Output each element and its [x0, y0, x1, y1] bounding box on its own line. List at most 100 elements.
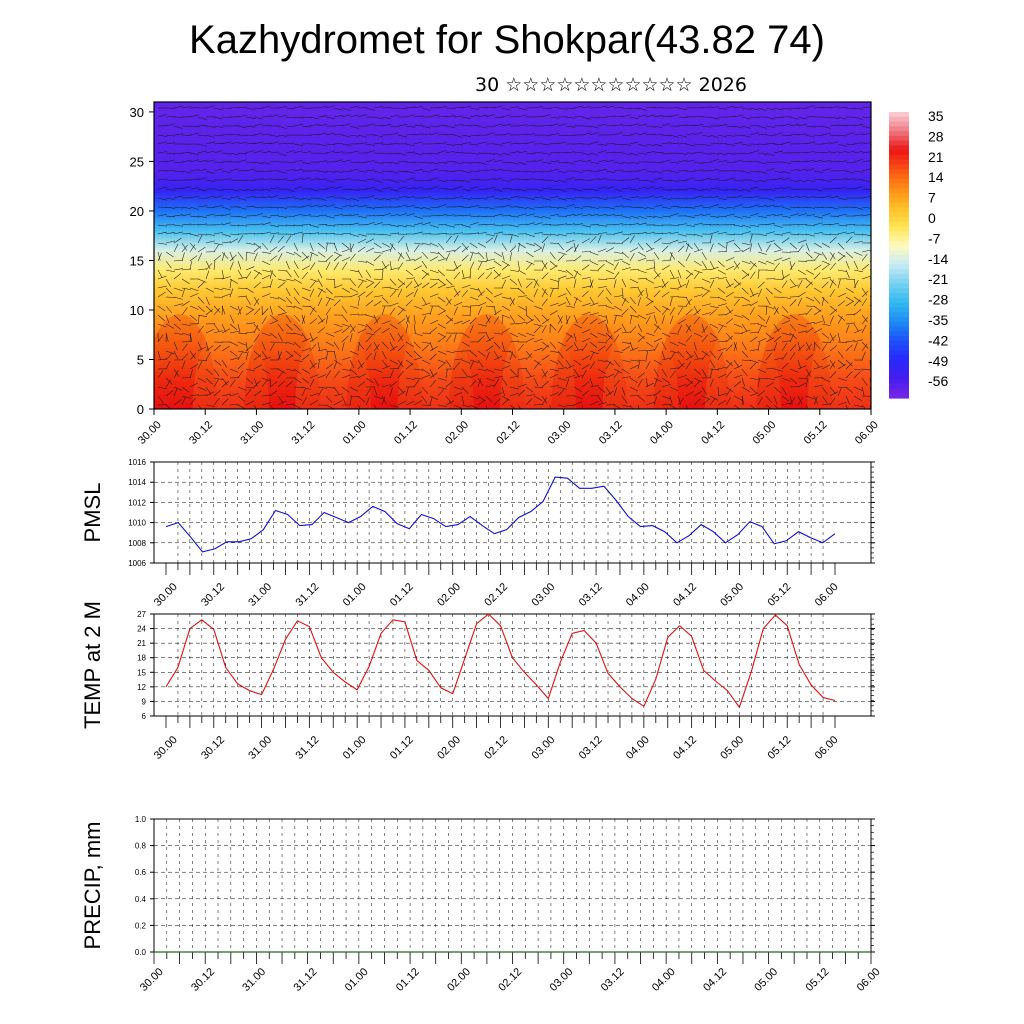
wind-barb: [789, 397, 796, 406]
wind-barb: [437, 310, 446, 316]
wind-barb: [541, 298, 548, 307]
wind-barb: [629, 347, 639, 352]
wind-barb: [589, 350, 599, 355]
wind-barb: [309, 393, 319, 397]
wind-barb: [693, 222, 703, 226]
wind-barb: [581, 160, 591, 163]
wind-barb: [821, 223, 831, 226]
wind-barb: [277, 269, 287, 272]
wind-barb: [509, 215, 519, 218]
wind-barb: [557, 233, 567, 237]
wind-barb: [421, 341, 431, 344]
wind-barb: [277, 114, 287, 118]
wind-barb: [861, 290, 869, 298]
y-tick-label: 10: [130, 303, 144, 318]
wind-barb: [589, 213, 599, 217]
wind-barb: [813, 253, 820, 262]
wind-barb: [765, 244, 771, 253]
y-tick-label: 0: [137, 402, 144, 417]
wind-barb: [621, 308, 629, 316]
wind-barb: [757, 281, 765, 289]
wind-barb: [645, 242, 653, 250]
wind-barb: [717, 303, 727, 307]
wind-barb: [781, 107, 791, 110]
wind-barb: [405, 400, 415, 406]
wind-barb: [189, 369, 193, 379]
wind-barb: [365, 150, 375, 154]
wind-barb: [637, 378, 643, 388]
wind-barb: [517, 188, 527, 192]
wind-barb: [693, 380, 701, 388]
wind-barb: [253, 107, 263, 110]
wind-barb: [653, 170, 663, 174]
wind-barb: [573, 206, 583, 209]
wind-barb: [581, 214, 591, 217]
wind-barb: [429, 306, 433, 316]
colorbar-segment: [889, 150, 909, 156]
wind-barb: [485, 233, 495, 237]
wind-barb: [637, 107, 647, 111]
wind-barb: [677, 116, 688, 118]
wind-barb: [381, 152, 391, 155]
wind-barb: [797, 213, 807, 217]
wind-barb: [765, 305, 775, 310]
wind-barb: [733, 250, 743, 253]
wind-barb: [645, 300, 654, 307]
wind-barb: [525, 251, 534, 258]
wind-barb: [357, 362, 365, 370]
wind-barb: [693, 151, 703, 154]
wind-barb: [845, 260, 850, 270]
x-tick-label: 30.12: [189, 966, 217, 994]
wind-barb: [333, 142, 343, 145]
colorbar-segment: [889, 350, 909, 356]
wind-barb: [221, 368, 228, 377]
wind-barb: [221, 213, 231, 217]
wind-barb: [381, 213, 391, 217]
wind-barb: [157, 134, 167, 137]
x-tick-label: 05.00: [752, 966, 780, 994]
wind-barb: [261, 170, 271, 173]
wind-barb: [773, 262, 780, 271]
wind-barb: [533, 323, 543, 327]
wind-barb: [653, 325, 660, 334]
wind-barb: [245, 116, 255, 119]
wind-barb: [749, 170, 759, 173]
colorbar-segment: [889, 112, 909, 118]
wind-barb: [829, 386, 836, 395]
wind-barb: [853, 309, 862, 316]
wind-barb: [293, 186, 303, 190]
wind-barb: [837, 197, 847, 201]
wind-barb: [525, 353, 533, 361]
colorbar-label: -42: [928, 332, 948, 348]
wind-barb: [733, 242, 741, 250]
wind-barb: [453, 264, 462, 271]
wind-barb: [645, 125, 655, 128]
wind-barb: [437, 251, 445, 259]
wind-barb: [517, 213, 527, 217]
wind-barb: [813, 365, 823, 370]
wind-barb: [597, 177, 607, 181]
wind-barb: [821, 233, 831, 235]
y-tick-label: 12: [137, 683, 146, 692]
colorbar-segment: [889, 288, 909, 294]
wind-barb: [629, 161, 639, 164]
wind-barb: [661, 332, 671, 338]
wind-barb: [541, 341, 550, 348]
wind-barb: [853, 280, 859, 289]
wind-barb: [621, 278, 627, 288]
wind-barb: [837, 300, 846, 307]
wind-barb: [165, 353, 173, 361]
wind-barb: [717, 323, 727, 328]
wind-barb: [189, 233, 199, 237]
wind-barb: [845, 150, 855, 154]
wind-barb: [565, 305, 575, 308]
wind-barb: [373, 106, 383, 109]
x-tick-label: 06.00: [813, 734, 841, 762]
wind-barb: [325, 287, 333, 295]
wind-barb: [541, 368, 547, 378]
wind-barb: [717, 296, 727, 301]
wind-barb: [253, 298, 260, 307]
wind-barb: [437, 386, 447, 390]
wind-barb: [269, 269, 277, 278]
wind-barb: [677, 278, 682, 288]
